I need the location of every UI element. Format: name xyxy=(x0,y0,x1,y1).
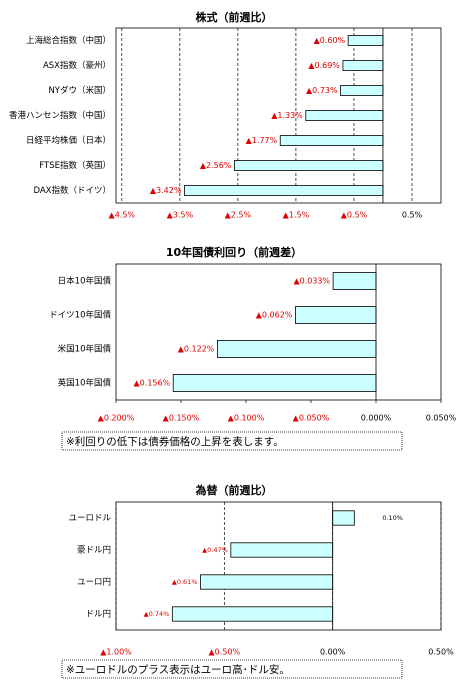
data-label: ▲0.47% xyxy=(202,546,228,554)
data-label: ▲0.122% xyxy=(178,345,215,354)
data-label: ▲0.60% xyxy=(314,36,346,45)
y-tick-label: DAX指数（ドイツ） xyxy=(33,185,111,196)
x-tick-label: ▲0.100% xyxy=(228,414,265,423)
chart-title: 株式（前週比） xyxy=(196,10,273,24)
bar xyxy=(184,185,384,196)
plot-area xyxy=(115,27,442,204)
chart-title: 為替（前週比） xyxy=(196,483,273,497)
y-tick-label: 豪ドル円 xyxy=(77,545,111,556)
plot-area xyxy=(115,263,442,401)
data-label: ▲3.42% xyxy=(150,186,182,195)
y-tick-label: ユーロドル xyxy=(68,514,111,524)
data-label: 0.10% xyxy=(382,514,403,522)
data-label: ▲0.74% xyxy=(144,610,170,618)
y-tick-label: 上海総合指数（中国） xyxy=(26,35,111,46)
x-tick-label: 0.00% xyxy=(320,648,346,657)
x-tick-label: ▲0.5% xyxy=(341,211,368,220)
bar xyxy=(216,340,377,358)
bar xyxy=(340,85,384,96)
y-tick-label: NYダウ（米国） xyxy=(48,85,111,96)
note-box xyxy=(61,659,403,679)
y-tick-label: ドイツ10年国債 xyxy=(49,310,111,321)
x-tick-label: 0.000% xyxy=(361,414,392,423)
plot-area xyxy=(115,501,442,631)
y-tick-label: FTSE指数（英国） xyxy=(39,160,111,171)
y-tick-label: 日経平均株価（日本） xyxy=(26,135,111,146)
bar xyxy=(342,60,384,71)
data-label: ▲0.062% xyxy=(256,311,293,320)
data-label: ▲0.73% xyxy=(306,86,338,95)
x-tick-label: 0.050% xyxy=(426,414,457,423)
x-tick-label: ▲1.5% xyxy=(283,211,310,220)
bar xyxy=(305,110,384,121)
data-label: ▲1.77% xyxy=(246,136,278,145)
bar xyxy=(230,542,334,558)
data-label: ▲0.156% xyxy=(134,379,171,388)
data-label: ▲2.56% xyxy=(200,161,232,170)
note-box xyxy=(61,431,403,451)
data-label: ▲0.69% xyxy=(308,61,340,70)
x-tick-label: ▲1.00% xyxy=(100,648,132,657)
x-tick-label: ▲0.200% xyxy=(98,414,135,423)
bar xyxy=(347,35,384,46)
bar xyxy=(172,374,377,392)
bar xyxy=(233,160,384,171)
y-tick-label: 日本10年国債 xyxy=(58,276,112,287)
y-tick-label: 香港ハンセン指数（中国） xyxy=(9,110,111,121)
data-label: ▲0.033% xyxy=(293,277,330,286)
bar xyxy=(332,272,377,290)
x-tick-label: ▲0.50% xyxy=(209,648,241,657)
x-tick-label: ▲4.5% xyxy=(109,211,136,220)
x-tick-label: 0.5% xyxy=(402,211,423,220)
data-label: ▲1.33% xyxy=(271,111,303,120)
x-tick-label: ▲0.150% xyxy=(163,414,200,423)
bar xyxy=(294,306,377,324)
bar xyxy=(200,574,334,590)
chart-title: 10年国債利回り（前週差） xyxy=(166,245,302,259)
y-tick-label: ユーロ円 xyxy=(77,578,111,588)
y-tick-label: 米国10年国債 xyxy=(58,344,112,355)
y-tick-label: ドル円 xyxy=(85,610,111,620)
x-tick-label: ▲2.5% xyxy=(225,211,252,220)
y-tick-label: ASX指数（豪州） xyxy=(43,60,111,71)
y-tick-label: 英国10年国債 xyxy=(58,378,112,389)
x-tick-label: ▲3.5% xyxy=(167,211,194,220)
x-tick-label: ▲0.050% xyxy=(293,414,330,423)
data-label: ▲0.61% xyxy=(172,578,198,586)
x-tick-label: 0.50% xyxy=(428,648,454,657)
bar xyxy=(279,135,384,146)
note: ※利回りの低下は債券価格の上昇を表します。 xyxy=(66,435,284,448)
note: ※ユーロドルのプラス表示はユーロ高･ドル安。 xyxy=(66,663,290,676)
bar xyxy=(171,606,334,622)
bar xyxy=(332,510,355,526)
